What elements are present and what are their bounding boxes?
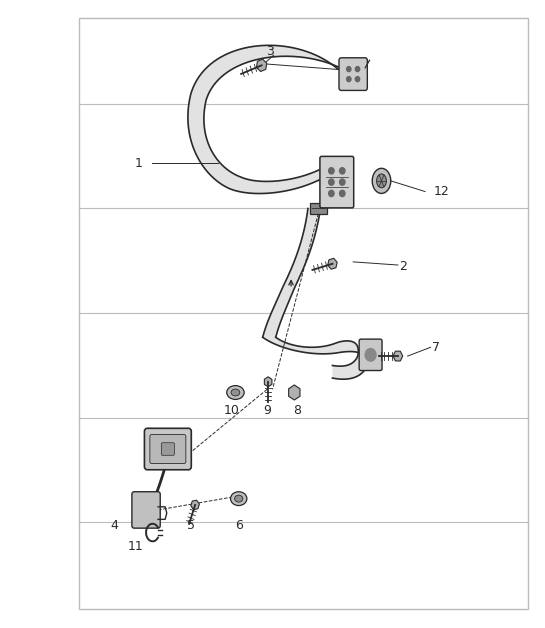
Polygon shape [188,45,352,193]
FancyBboxPatch shape [150,435,186,463]
Text: 4: 4 [111,519,118,532]
Text: 7: 7 [432,341,440,354]
Ellipse shape [372,168,391,193]
Circle shape [355,67,360,72]
Circle shape [355,77,360,82]
FancyBboxPatch shape [132,492,160,528]
Text: 8: 8 [293,404,301,416]
FancyBboxPatch shape [320,156,354,208]
Circle shape [329,179,334,185]
Ellipse shape [231,492,247,506]
Circle shape [340,179,345,185]
Circle shape [329,168,334,174]
Circle shape [329,190,334,197]
Circle shape [347,77,351,82]
Polygon shape [257,59,267,72]
Circle shape [340,190,345,197]
Ellipse shape [227,386,244,399]
Text: 12: 12 [434,185,449,198]
Text: 2: 2 [399,261,407,273]
FancyBboxPatch shape [339,58,367,90]
Circle shape [365,349,376,361]
Polygon shape [328,258,337,269]
Text: 3: 3 [266,45,274,58]
Ellipse shape [377,174,386,188]
Polygon shape [289,385,300,400]
Circle shape [340,168,345,174]
Text: 11: 11 [128,540,143,553]
Polygon shape [263,337,367,379]
Ellipse shape [235,495,243,502]
Bar [310,203,327,214]
FancyBboxPatch shape [144,428,191,470]
Text: 1: 1 [135,157,143,170]
FancyBboxPatch shape [359,339,382,371]
Polygon shape [191,500,199,510]
Text: 9: 9 [263,404,271,416]
FancyBboxPatch shape [161,443,174,455]
Ellipse shape [231,389,240,396]
Text: 5: 5 [187,519,195,532]
Text: 10: 10 [223,404,240,416]
Circle shape [347,67,351,72]
Polygon shape [264,377,272,387]
Text: 6: 6 [235,519,243,532]
Bar [79,18,528,609]
Polygon shape [393,351,403,361]
Polygon shape [263,208,320,337]
